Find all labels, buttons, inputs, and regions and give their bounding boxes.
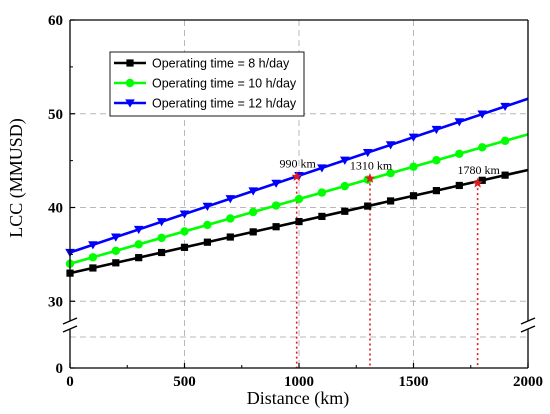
data-point — [225, 195, 236, 204]
data-point — [432, 187, 440, 195]
data-point — [112, 259, 120, 267]
data-point — [271, 201, 281, 210]
data-point — [454, 118, 465, 127]
data-point — [89, 264, 97, 272]
legend-marker — [125, 99, 135, 108]
data-point — [409, 192, 418, 200]
data-point — [387, 197, 395, 205]
axis-break-mark — [520, 325, 536, 333]
axis-break-mark — [62, 325, 78, 333]
x-tick-label: 2000 — [513, 374, 543, 390]
y-tick-label: 50 — [48, 107, 63, 123]
crossover-lines — [295, 176, 479, 368]
data-point — [157, 233, 166, 243]
data-point — [478, 176, 486, 184]
legend-label: Operating time = 12 h/day — [152, 97, 297, 111]
data-point — [226, 233, 234, 241]
data-point — [340, 181, 349, 191]
data-point — [500, 102, 510, 112]
crossover-star — [364, 172, 376, 183]
x-tick-label: 500 — [173, 374, 196, 390]
data-point — [341, 207, 349, 215]
legend-label: Operating time = 8 h/day — [152, 57, 290, 71]
y-axis-title: LCC (MMUSD) — [6, 118, 27, 238]
data-point — [294, 194, 304, 204]
data-point — [111, 246, 121, 256]
data-point — [362, 148, 373, 158]
data-point — [226, 214, 235, 223]
data-point — [248, 187, 258, 196]
data-point — [385, 141, 396, 150]
data-point — [501, 171, 509, 179]
series-layer — [65, 97, 529, 277]
data-point — [386, 168, 395, 178]
data-point — [156, 218, 167, 227]
legend-label: Operating time = 10 h/day — [152, 77, 297, 91]
annotation-label: 1780 km — [457, 163, 500, 177]
data-point — [203, 220, 212, 230]
data-point — [180, 243, 189, 251]
axes — [62, 19, 536, 369]
x-tick-label: 1000 — [284, 374, 314, 390]
data-point — [318, 212, 326, 221]
data-point — [364, 202, 372, 210]
data-point — [180, 227, 189, 236]
data-point — [111, 233, 121, 242]
data-point — [455, 149, 464, 158]
legend-marker — [126, 59, 134, 67]
annotation-label: 1310 km — [350, 158, 393, 172]
data-point — [158, 248, 166, 257]
data-point — [477, 110, 487, 119]
y-tick-label: 40 — [48, 201, 63, 217]
y-tick-label: 60 — [48, 13, 63, 29]
x-axis-title: Distance (km) — [247, 388, 349, 409]
data-point — [203, 238, 211, 246]
tick-labels: 0 500 1000 1500 2000 0 30 40 50 60 — [48, 13, 543, 390]
x-tick-label: 1500 — [399, 374, 429, 390]
y-tick-label: 30 — [48, 294, 63, 310]
data-point — [88, 241, 98, 250]
legend: Operating time = 8 h/day Operating time =… — [109, 51, 305, 117]
data-point — [432, 156, 441, 165]
annotation-label: 990 km — [280, 157, 317, 171]
data-point — [249, 228, 257, 236]
legend-marker — [125, 78, 135, 88]
data-point — [340, 156, 350, 165]
data-point — [179, 210, 190, 219]
data-point — [133, 225, 144, 235]
y-tick-label: 0 — [56, 361, 64, 377]
data-point — [202, 202, 213, 211]
data-point — [431, 125, 442, 135]
data-point — [500, 136, 510, 146]
data-point — [135, 254, 143, 262]
axis-break-mark — [520, 317, 536, 325]
data-point — [409, 162, 418, 171]
data-point — [317, 188, 327, 197]
data-point — [272, 223, 280, 231]
crossover-star — [472, 177, 483, 188]
data-point — [408, 133, 419, 142]
annotation-layer: 990 km 1310 km 1780 km — [280, 157, 500, 188]
data-point — [88, 253, 98, 262]
data-point — [317, 164, 327, 173]
data-point — [134, 240, 143, 249]
data-point — [271, 179, 281, 188]
x-tick-label: 0 — [66, 374, 74, 390]
data-point — [478, 143, 487, 152]
data-point — [455, 181, 463, 190]
crossover-star — [291, 171, 302, 181]
data-point — [249, 207, 258, 217]
axis-break-mark — [62, 317, 78, 325]
data-point — [295, 217, 303, 226]
gridlines — [70, 20, 528, 368]
